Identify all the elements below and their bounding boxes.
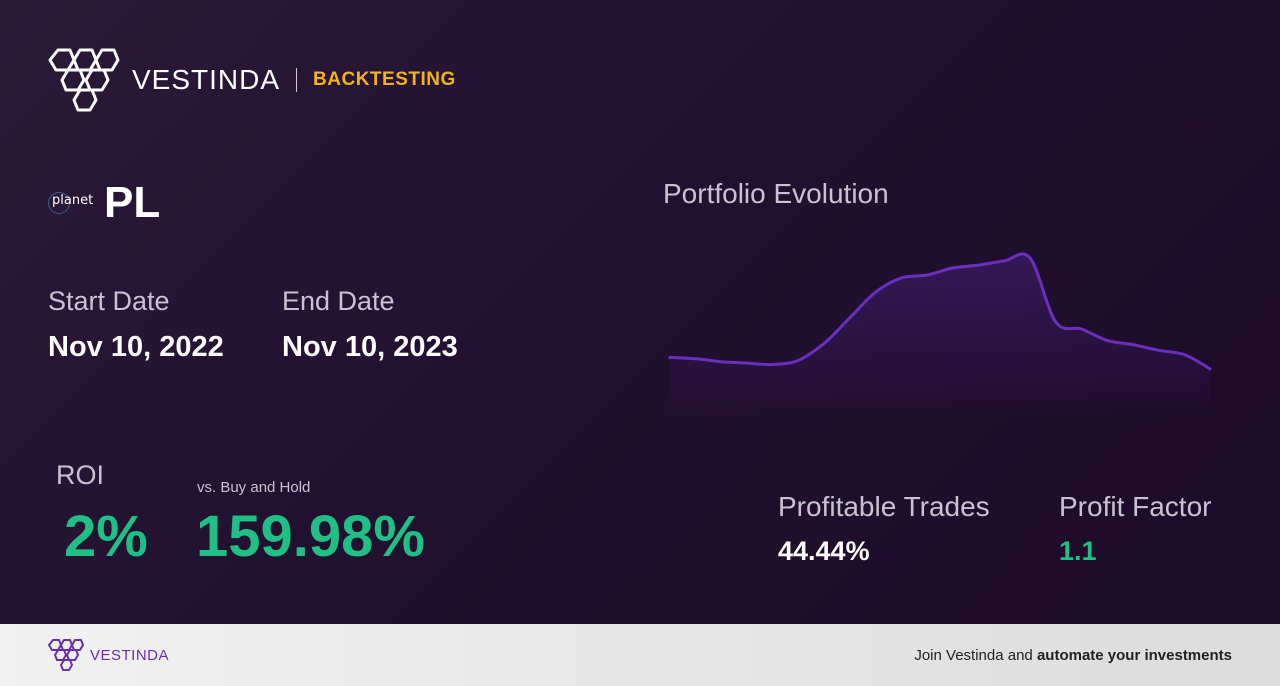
chart-area-fill bbox=[670, 253, 1210, 420]
brand-divider bbox=[296, 68, 298, 92]
start-date-label: Start Date bbox=[48, 286, 170, 316]
end-date-value: Nov 10, 2023 bbox=[282, 331, 458, 363]
chart-series-line bbox=[668, 252, 1212, 371]
brand-name: VESTINDA bbox=[132, 64, 281, 95]
vs-buy-hold-label: vs. Buy and Hold bbox=[197, 479, 311, 496]
footer-cta-prefix: Join Vestinda and bbox=[914, 646, 1037, 664]
brand-tag: BACKTESTING bbox=[313, 69, 456, 90]
footer-cta-bold: automate your investments bbox=[1036, 646, 1232, 664]
report-card: VESTINDA BACKTESTING planet PL Start Dat… bbox=[0, 0, 1280, 624]
footer-bar: VESTINDA Join Vestinda and automate your… bbox=[0, 624, 1280, 686]
brand-header: VESTINDA BACKTESTING bbox=[48, 46, 456, 114]
vs-buy-hold-value: 159.98% bbox=[196, 504, 425, 569]
footer-cta[interactable]: Join Vestinda and automate your investme… bbox=[914, 647, 1232, 664]
asset-header: planet PL bbox=[48, 178, 160, 228]
roi-label: ROI bbox=[56, 460, 105, 490]
end-date-label: End Date bbox=[282, 286, 395, 316]
roi-value: 2% bbox=[64, 504, 148, 569]
footer-brand-name: VESTINDA bbox=[90, 646, 170, 664]
footer-brand[interactable]: VESTINDA bbox=[48, 638, 169, 672]
vestinda-logo-icon bbox=[48, 639, 84, 671]
chart-title: Portfolio Evolution bbox=[663, 178, 889, 209]
profit-factor-value: 1.1 bbox=[1059, 536, 1097, 566]
start-date-value: Nov 10, 2022 bbox=[48, 331, 224, 363]
profitable-trades-value: 44.44% bbox=[778, 536, 870, 566]
profitable-trades-label: Profitable Trades bbox=[778, 491, 990, 522]
asset-ticker: PL bbox=[104, 178, 161, 227]
profit-factor-label: Profit Factor bbox=[1059, 491, 1212, 522]
portfolio-evolution-chart bbox=[668, 252, 1212, 420]
planet-logo-icon: planet bbox=[48, 190, 98, 216]
vestinda-logo-icon bbox=[48, 48, 120, 112]
